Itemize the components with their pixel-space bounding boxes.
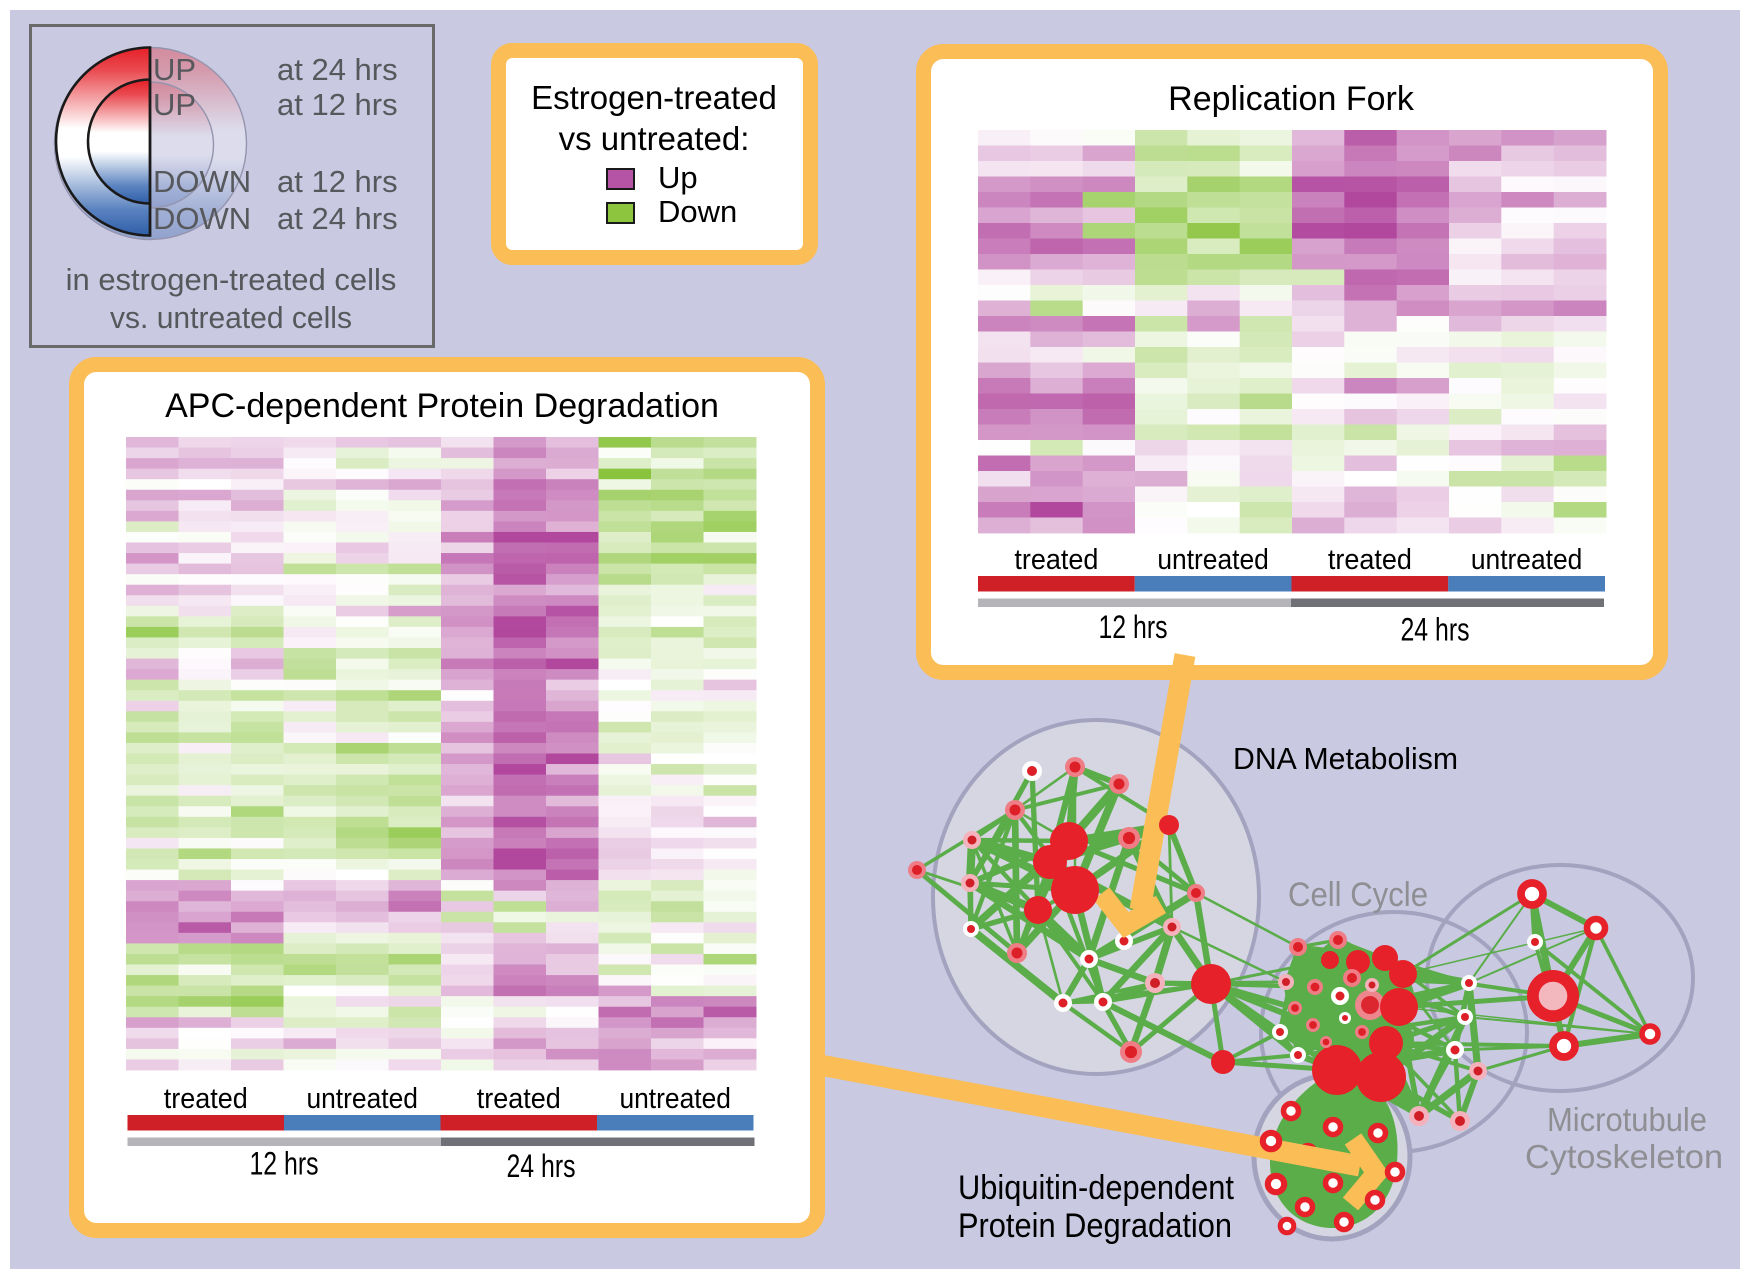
svg-text:at 24 hrs: at 24 hrs: [277, 52, 398, 87]
svg-text:DOWN: DOWN: [153, 201, 251, 236]
svg-text:24 hrs: 24 hrs: [1401, 612, 1470, 648]
svg-text:Protein Degradation: Protein Degradation: [958, 1207, 1232, 1245]
svg-text:12 hrs: 12 hrs: [1099, 609, 1168, 645]
svg-text:24 hrs: 24 hrs: [507, 1148, 576, 1184]
svg-text:in estrogen-treated cells: in estrogen-treated cells: [66, 262, 397, 297]
svg-text:UP: UP: [153, 87, 196, 122]
svg-text:Cytoskeleton: Cytoskeleton: [1525, 1138, 1723, 1175]
svg-text:Down: Down: [658, 194, 737, 229]
svg-text:treated: treated: [1328, 544, 1412, 576]
svg-text:at 12 hrs: at 12 hrs: [277, 87, 398, 122]
svg-text:treated: treated: [477, 1083, 561, 1115]
svg-text:vs untreated:: vs untreated:: [559, 120, 750, 157]
svg-text:Microtubule: Microtubule: [1547, 1101, 1707, 1138]
svg-text:treated: treated: [164, 1083, 248, 1115]
svg-text:at 12 hrs: at 12 hrs: [277, 164, 398, 199]
svg-text:untreated: untreated: [619, 1083, 731, 1115]
svg-text:treated: treated: [1014, 544, 1098, 576]
svg-text:DNA Metabolism: DNA Metabolism: [1233, 741, 1458, 776]
svg-text:Ubiquitin-dependent: Ubiquitin-dependent: [958, 1169, 1234, 1207]
svg-text:Estrogen-treated: Estrogen-treated: [531, 79, 777, 116]
svg-text:UP: UP: [153, 52, 196, 87]
svg-text:Replication Fork: Replication Fork: [1168, 80, 1415, 118]
svg-text:Up: Up: [658, 160, 698, 195]
svg-text:untreated: untreated: [306, 1083, 418, 1115]
svg-text:untreated: untreated: [1157, 544, 1269, 576]
svg-text:DOWN: DOWN: [153, 164, 251, 199]
svg-text:12 hrs: 12 hrs: [250, 1146, 319, 1182]
svg-text:at 24 hrs: at 24 hrs: [277, 201, 398, 236]
svg-text:untreated: untreated: [1471, 544, 1583, 576]
svg-text:Cell Cycle: Cell Cycle: [1288, 876, 1428, 914]
svg-text:vs. untreated cells: vs. untreated cells: [110, 300, 352, 335]
svg-text:APC-dependent Protein Degradat: APC-dependent Protein Degradation: [165, 387, 719, 425]
